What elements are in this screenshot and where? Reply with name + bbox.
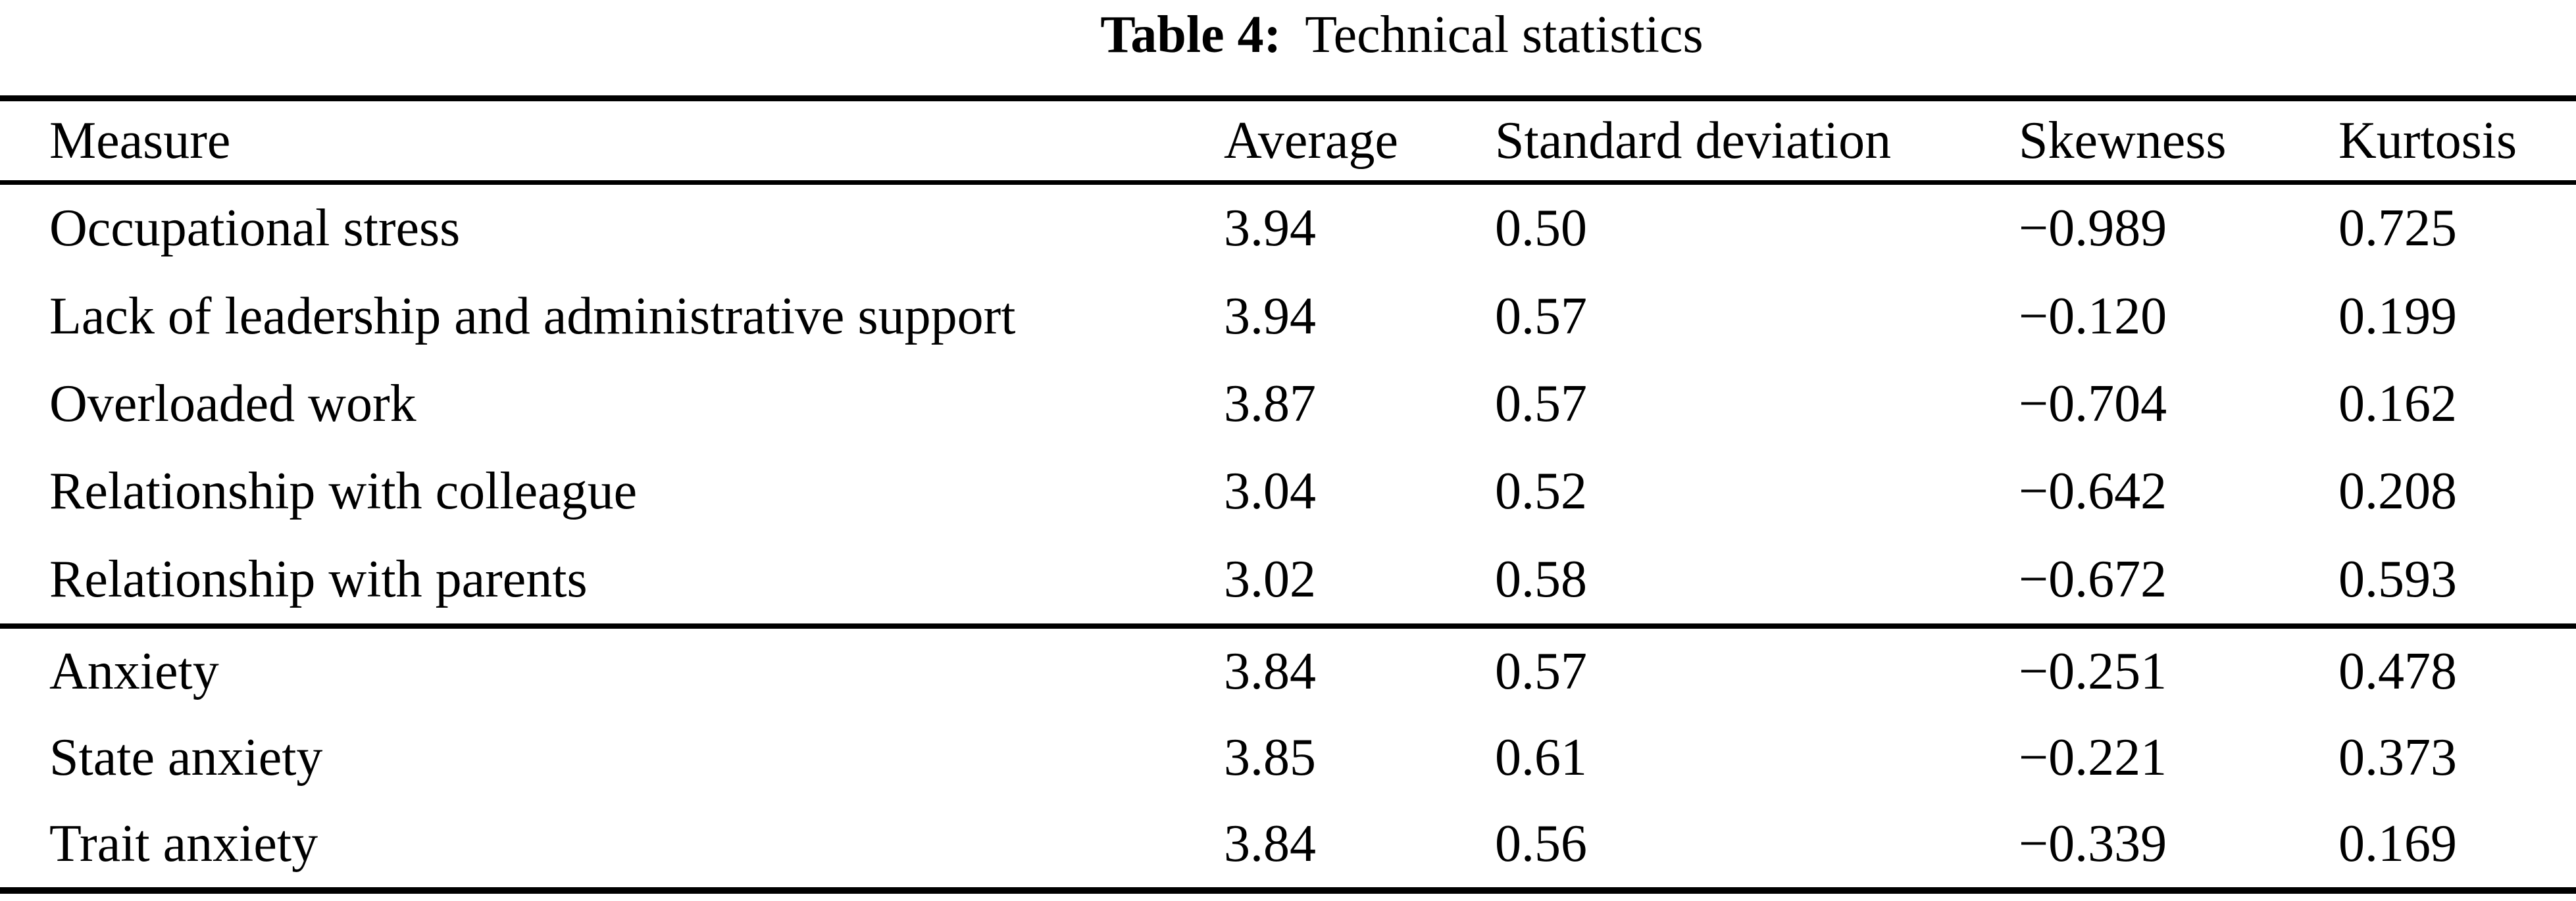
cell-kurtosis: 0.373	[2338, 729, 2457, 787]
cell-average: 3.84	[1224, 643, 1316, 700]
cell-skewness: −0.221	[2019, 729, 2167, 787]
cell-skewness: −0.704	[2019, 375, 2167, 433]
table-caption: Table 4: Technical statistics	[0, 0, 2576, 95]
cell-std-dev: 0.56	[1495, 815, 1587, 873]
table-top-rule	[0, 95, 2576, 101]
cell-skewness: −0.251	[2019, 643, 2167, 700]
cell-kurtosis: 0.478	[2338, 643, 2457, 700]
cell-measure: Relationship with parents	[49, 550, 588, 608]
cell-kurtosis: 0.725	[2338, 199, 2457, 258]
table-row: State anxiety 3.85 0.61 −0.221 0.373	[0, 715, 2576, 801]
column-header-measure: Measure	[49, 111, 231, 170]
cell-skewness: −0.642	[2019, 462, 2167, 521]
cell-kurtosis: 0.162	[2338, 375, 2457, 433]
cell-std-dev: 0.61	[1495, 729, 1587, 787]
cell-std-dev: 0.57	[1495, 287, 1587, 345]
table-header-row: Measure Average Standard deviation Skewn…	[0, 101, 2576, 180]
cell-skewness: −0.339	[2019, 815, 2167, 873]
cell-kurtosis: 0.208	[2338, 462, 2457, 521]
cell-average: 3.94	[1224, 287, 1316, 345]
cell-average: 3.85	[1224, 729, 1316, 787]
column-header-skewness: Skewness	[2019, 111, 2227, 170]
table-caption-title: Technical statistics	[1305, 6, 1704, 64]
cell-kurtosis: 0.169	[2338, 815, 2457, 873]
table-row: Relationship with parents 3.02 0.58 −0.6…	[0, 536, 2576, 623]
cell-skewness: −0.120	[2019, 287, 2167, 345]
cell-skewness: −0.989	[2019, 199, 2167, 258]
table-bottom-rule	[0, 887, 2576, 894]
column-header-std-dev: Standard deviation	[1495, 111, 1892, 170]
table-row: Anxiety 3.84 0.57 −0.251 0.478	[0, 629, 2576, 715]
cell-kurtosis: 0.593	[2338, 550, 2457, 608]
cell-std-dev: 0.57	[1495, 643, 1587, 700]
table-mid-rule	[0, 623, 2576, 629]
table-caption-number: Table 4:	[1100, 6, 1282, 64]
cell-kurtosis: 0.199	[2338, 287, 2457, 345]
cell-skewness: −0.672	[2019, 550, 2167, 608]
column-header-average: Average	[1224, 111, 1398, 170]
cell-measure: Occupational stress	[49, 199, 461, 258]
cell-average: 3.87	[1224, 375, 1316, 433]
cell-measure: Relationship with colleague	[49, 462, 638, 521]
cell-average: 3.84	[1224, 815, 1316, 873]
cell-measure: State anxiety	[49, 729, 323, 787]
table-section-anxiety: Anxiety 3.84 0.57 −0.251 0.478 State anx…	[0, 629, 2576, 887]
table-section-stress: Occupational stress 3.94 0.50 −0.989 0.7…	[0, 185, 2576, 623]
table-caption-inner: Table 4: Technical statistics	[1100, 5, 1703, 65]
table-row: Relationship with colleague 3.04 0.52 −0…	[0, 448, 2576, 535]
cell-std-dev: 0.57	[1495, 375, 1587, 433]
cell-average: 3.02	[1224, 550, 1316, 608]
cell-average: 3.04	[1224, 462, 1316, 521]
cell-std-dev: 0.50	[1495, 199, 1587, 258]
cell-measure: Trait anxiety	[49, 815, 318, 873]
cell-measure: Anxiety	[49, 643, 219, 700]
table-row: Overloaded work 3.87 0.57 −0.704 0.162	[0, 360, 2576, 448]
cell-measure: Lack of leadership and administrative su…	[49, 287, 1016, 345]
table-row: Occupational stress 3.94 0.50 −0.989 0.7…	[0, 185, 2576, 272]
table-header-rule	[0, 180, 2576, 185]
cell-average: 3.94	[1224, 199, 1316, 258]
table-row: Lack of leadership and administrative su…	[0, 272, 2576, 360]
table-row: Trait anxiety 3.84 0.56 −0.339 0.169	[0, 801, 2576, 887]
cell-measure: Overloaded work	[49, 375, 417, 433]
column-header-kurtosis: Kurtosis	[2338, 111, 2517, 170]
cell-std-dev: 0.58	[1495, 550, 1587, 608]
cell-std-dev: 0.52	[1495, 462, 1587, 521]
